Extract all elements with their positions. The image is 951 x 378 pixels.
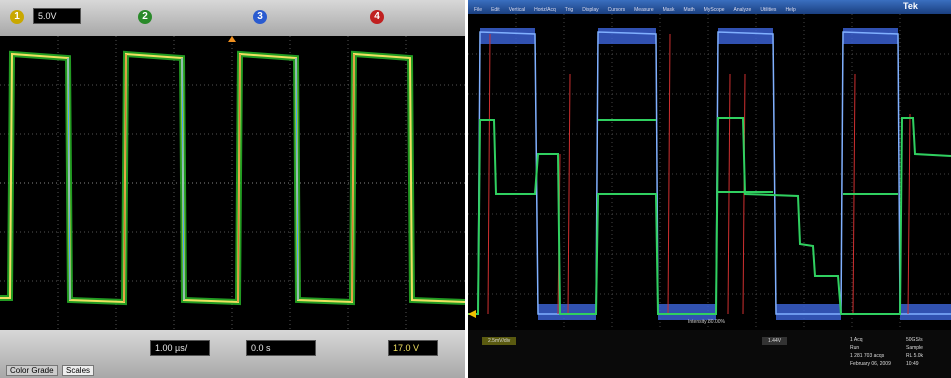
channel-1-scale[interactable]: 5.0V (33, 8, 81, 24)
channel-1-button[interactable]: 1 (10, 10, 24, 24)
status-text: 1 Acq (850, 336, 891, 344)
status-text: February 06, 2009 (850, 360, 891, 368)
intensity-label: Intensity 80.00% (688, 319, 726, 325)
status-text: 10:49 (906, 360, 923, 368)
menu-item[interactable]: Mask (663, 7, 675, 13)
menu-item[interactable]: Measure (634, 7, 653, 13)
menu-item[interactable]: File (474, 7, 482, 13)
status-text: Sample (906, 344, 923, 352)
timebase[interactable]: 1.00 µs/ (150, 340, 210, 356)
status-text: Run (850, 344, 891, 352)
channel-2-button[interactable]: 2 (138, 10, 152, 24)
menu-item[interactable]: Help (785, 7, 795, 13)
menu-item[interactable]: Horiz/Acq (534, 7, 556, 13)
menu-item[interactable]: Utilities (760, 7, 776, 13)
page: 1 5.0V 2 3 4 1.00 µs/ 0.0 s 17.0 V Color… (0, 0, 951, 378)
right-waveform-display: Intensity 80.00% (468, 14, 951, 330)
trigger-level[interactable]: 17.0 V (388, 340, 438, 356)
left-waveform-display (0, 36, 465, 330)
trigger-readout: 1.44V (762, 337, 787, 345)
status-text: RL 5.0k (906, 352, 923, 360)
channel-4-button[interactable]: 4 (370, 10, 384, 24)
menu-item[interactable]: Display (582, 7, 598, 13)
tab[interactable]: Color Grade (6, 365, 58, 376)
channel-3-button[interactable]: 3 (253, 10, 267, 24)
menu-item[interactable]: MyScope (704, 7, 725, 13)
delay[interactable]: 0.0 s (246, 340, 316, 356)
menu-item[interactable]: Cursors (608, 7, 626, 13)
menu-item[interactable]: Trig (565, 7, 573, 13)
tab[interactable]: Scales (62, 365, 94, 376)
brand: Tek (903, 1, 918, 11)
menu-item[interactable]: Edit (491, 7, 500, 13)
menu-item[interactable]: Analyze (734, 7, 752, 13)
channel-scale: 2.5mV/div (482, 337, 516, 345)
status-text: 1 281 703 acqs (850, 352, 891, 360)
menu-bar: File Edit Vertical Horiz/Acq Trig Display Curs… (468, 0, 951, 14)
status-text: 50GS/s (906, 336, 923, 344)
menu-item[interactable]: Vertical (509, 7, 525, 13)
menu-item[interactable]: Math (684, 7, 695, 13)
